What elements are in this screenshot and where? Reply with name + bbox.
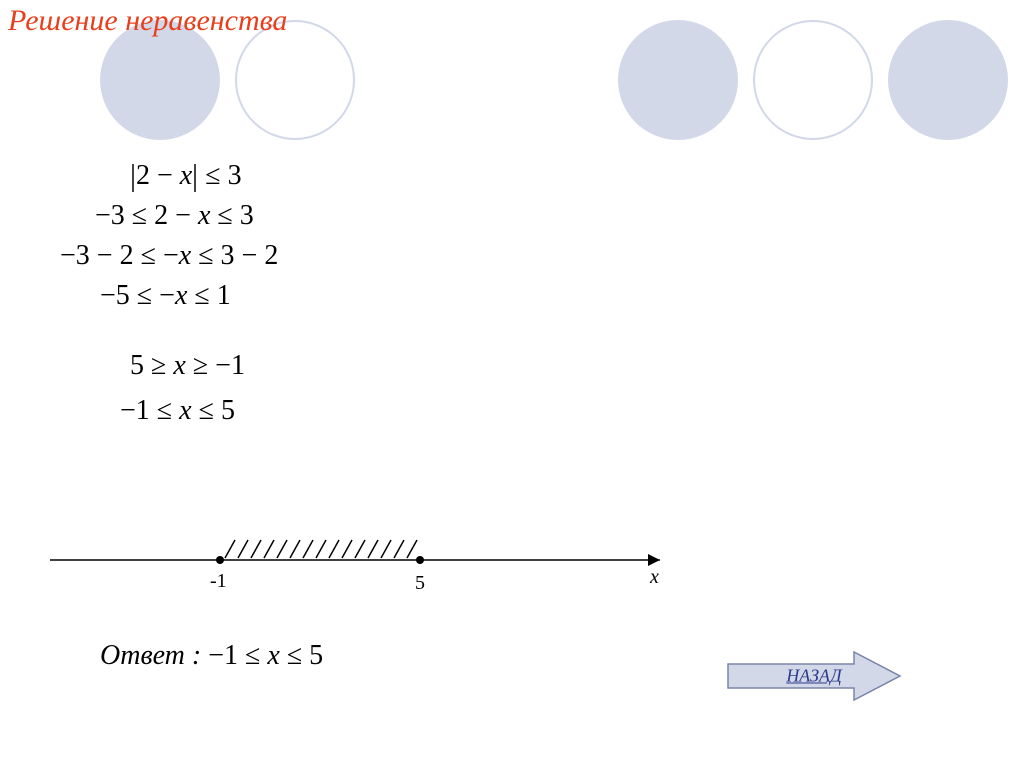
decor-circle bbox=[618, 20, 738, 140]
decor-circle bbox=[888, 20, 1008, 140]
decor-circle bbox=[235, 20, 355, 140]
decor-circle bbox=[753, 20, 873, 140]
equation-line-6: −1 ≤ x ≤ 5 bbox=[120, 395, 235, 427]
back-button[interactable]: НАЗАД bbox=[724, 650, 904, 702]
equation-line-4: −5 ≤ −x ≤ 1 bbox=[100, 280, 231, 312]
numline-label-left: -1 bbox=[210, 570, 227, 593]
number-line-svg bbox=[50, 520, 690, 600]
number-line: -1 5 x bbox=[50, 520, 690, 600]
numline-label-right: 5 bbox=[415, 572, 425, 595]
equation-line-1: 2 − x ≤ 3 bbox=[130, 160, 242, 192]
answer-expr: −1 ≤ x ≤ 5 bbox=[201, 640, 323, 671]
decor-circle bbox=[100, 20, 220, 140]
numline-x-label: x bbox=[650, 566, 659, 589]
back-button-label: НАЗАД bbox=[786, 666, 841, 687]
equation-line-3: −3 − 2 ≤ −x ≤ 3 − 2 bbox=[60, 240, 278, 272]
equation-line-5: 5 ≥ x ≥ −1 bbox=[130, 350, 245, 382]
page-title: Решение неравенства bbox=[8, 4, 287, 38]
equation-line-2: −3 ≤ 2 − x ≤ 3 bbox=[95, 200, 254, 232]
answer-line: Ответ : −1 ≤ x ≤ 5 bbox=[100, 640, 323, 672]
answer-prefix: Ответ : bbox=[100, 640, 201, 671]
